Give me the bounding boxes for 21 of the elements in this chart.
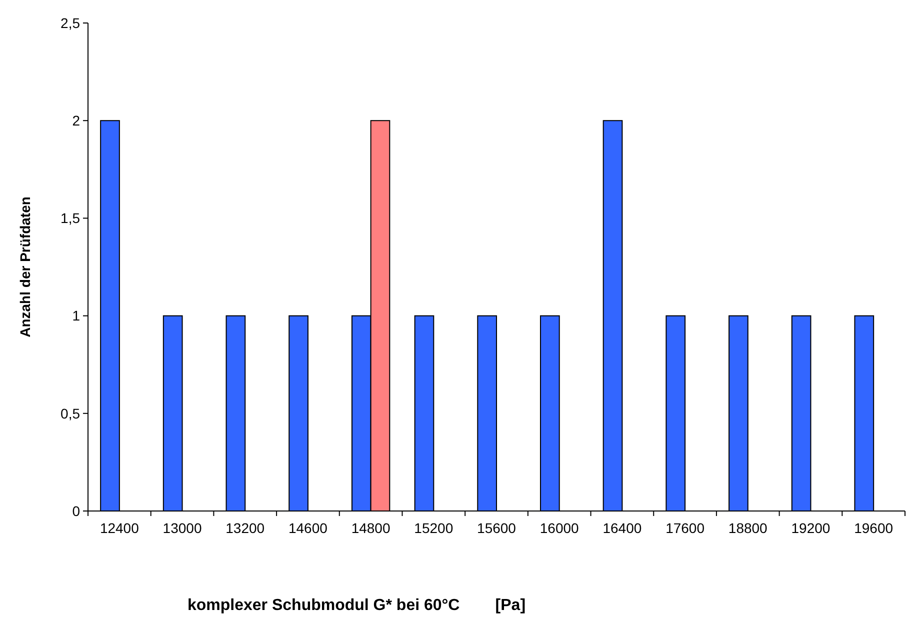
y-tick-label: 2,5	[60, 14, 80, 31]
x-tick-label: 13000	[162, 520, 202, 536]
x-tick-label: 17600	[666, 520, 705, 536]
y-tick-label: 2	[72, 112, 80, 128]
x-axis-title: komplexer Schubmodul G* bei 60°C [Pa]	[187, 597, 526, 614]
x-tick-label: 15600	[477, 520, 516, 536]
x-tick-label: 15200	[414, 520, 454, 536]
x-tick-label: 19200	[791, 520, 830, 536]
x-tick-label: 13200	[226, 520, 265, 536]
y-axis-title: Anzahl der Prüfdaten	[17, 196, 33, 338]
y-tick-label: 1,5	[60, 210, 80, 226]
x-tick-label: 14800	[351, 520, 390, 536]
x-tick-label: 19600	[854, 520, 894, 536]
y-tick-label: 0	[72, 502, 80, 519]
y-tick-label: 0,5	[60, 405, 80, 422]
x-tick-label: 16000	[540, 520, 580, 536]
x-tick-label: 12400	[100, 520, 140, 536]
x-tick-label: 14600	[288, 520, 328, 536]
x-tick-label: 18800	[728, 520, 768, 536]
y-tick-label: 1	[72, 308, 80, 324]
x-tick-label: 16400	[602, 520, 642, 536]
